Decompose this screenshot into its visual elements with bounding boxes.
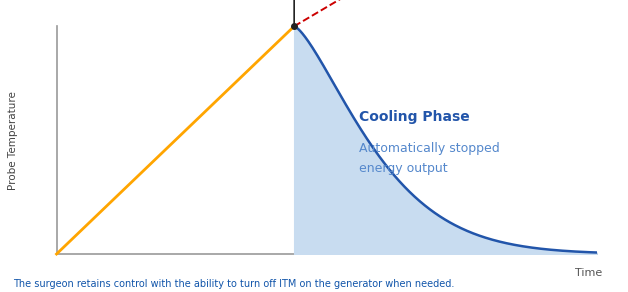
- Text: Conventional Ultrasonic Devices
(Over-activation): Conventional Ultrasonic Devices (Over-ac…: [0, 291, 1, 292]
- Text: Probe Temperature: Probe Temperature: [8, 91, 18, 190]
- Text: Automatically stopped
energy output: Automatically stopped energy output: [359, 142, 500, 175]
- Text: Time: Time: [575, 268, 602, 278]
- Text: Cooling Phase: Cooling Phase: [359, 110, 470, 124]
- Text: The surgeon retains control with the ability to turn off ITM on the generator wh: The surgeon retains control with the abi…: [13, 279, 454, 289]
